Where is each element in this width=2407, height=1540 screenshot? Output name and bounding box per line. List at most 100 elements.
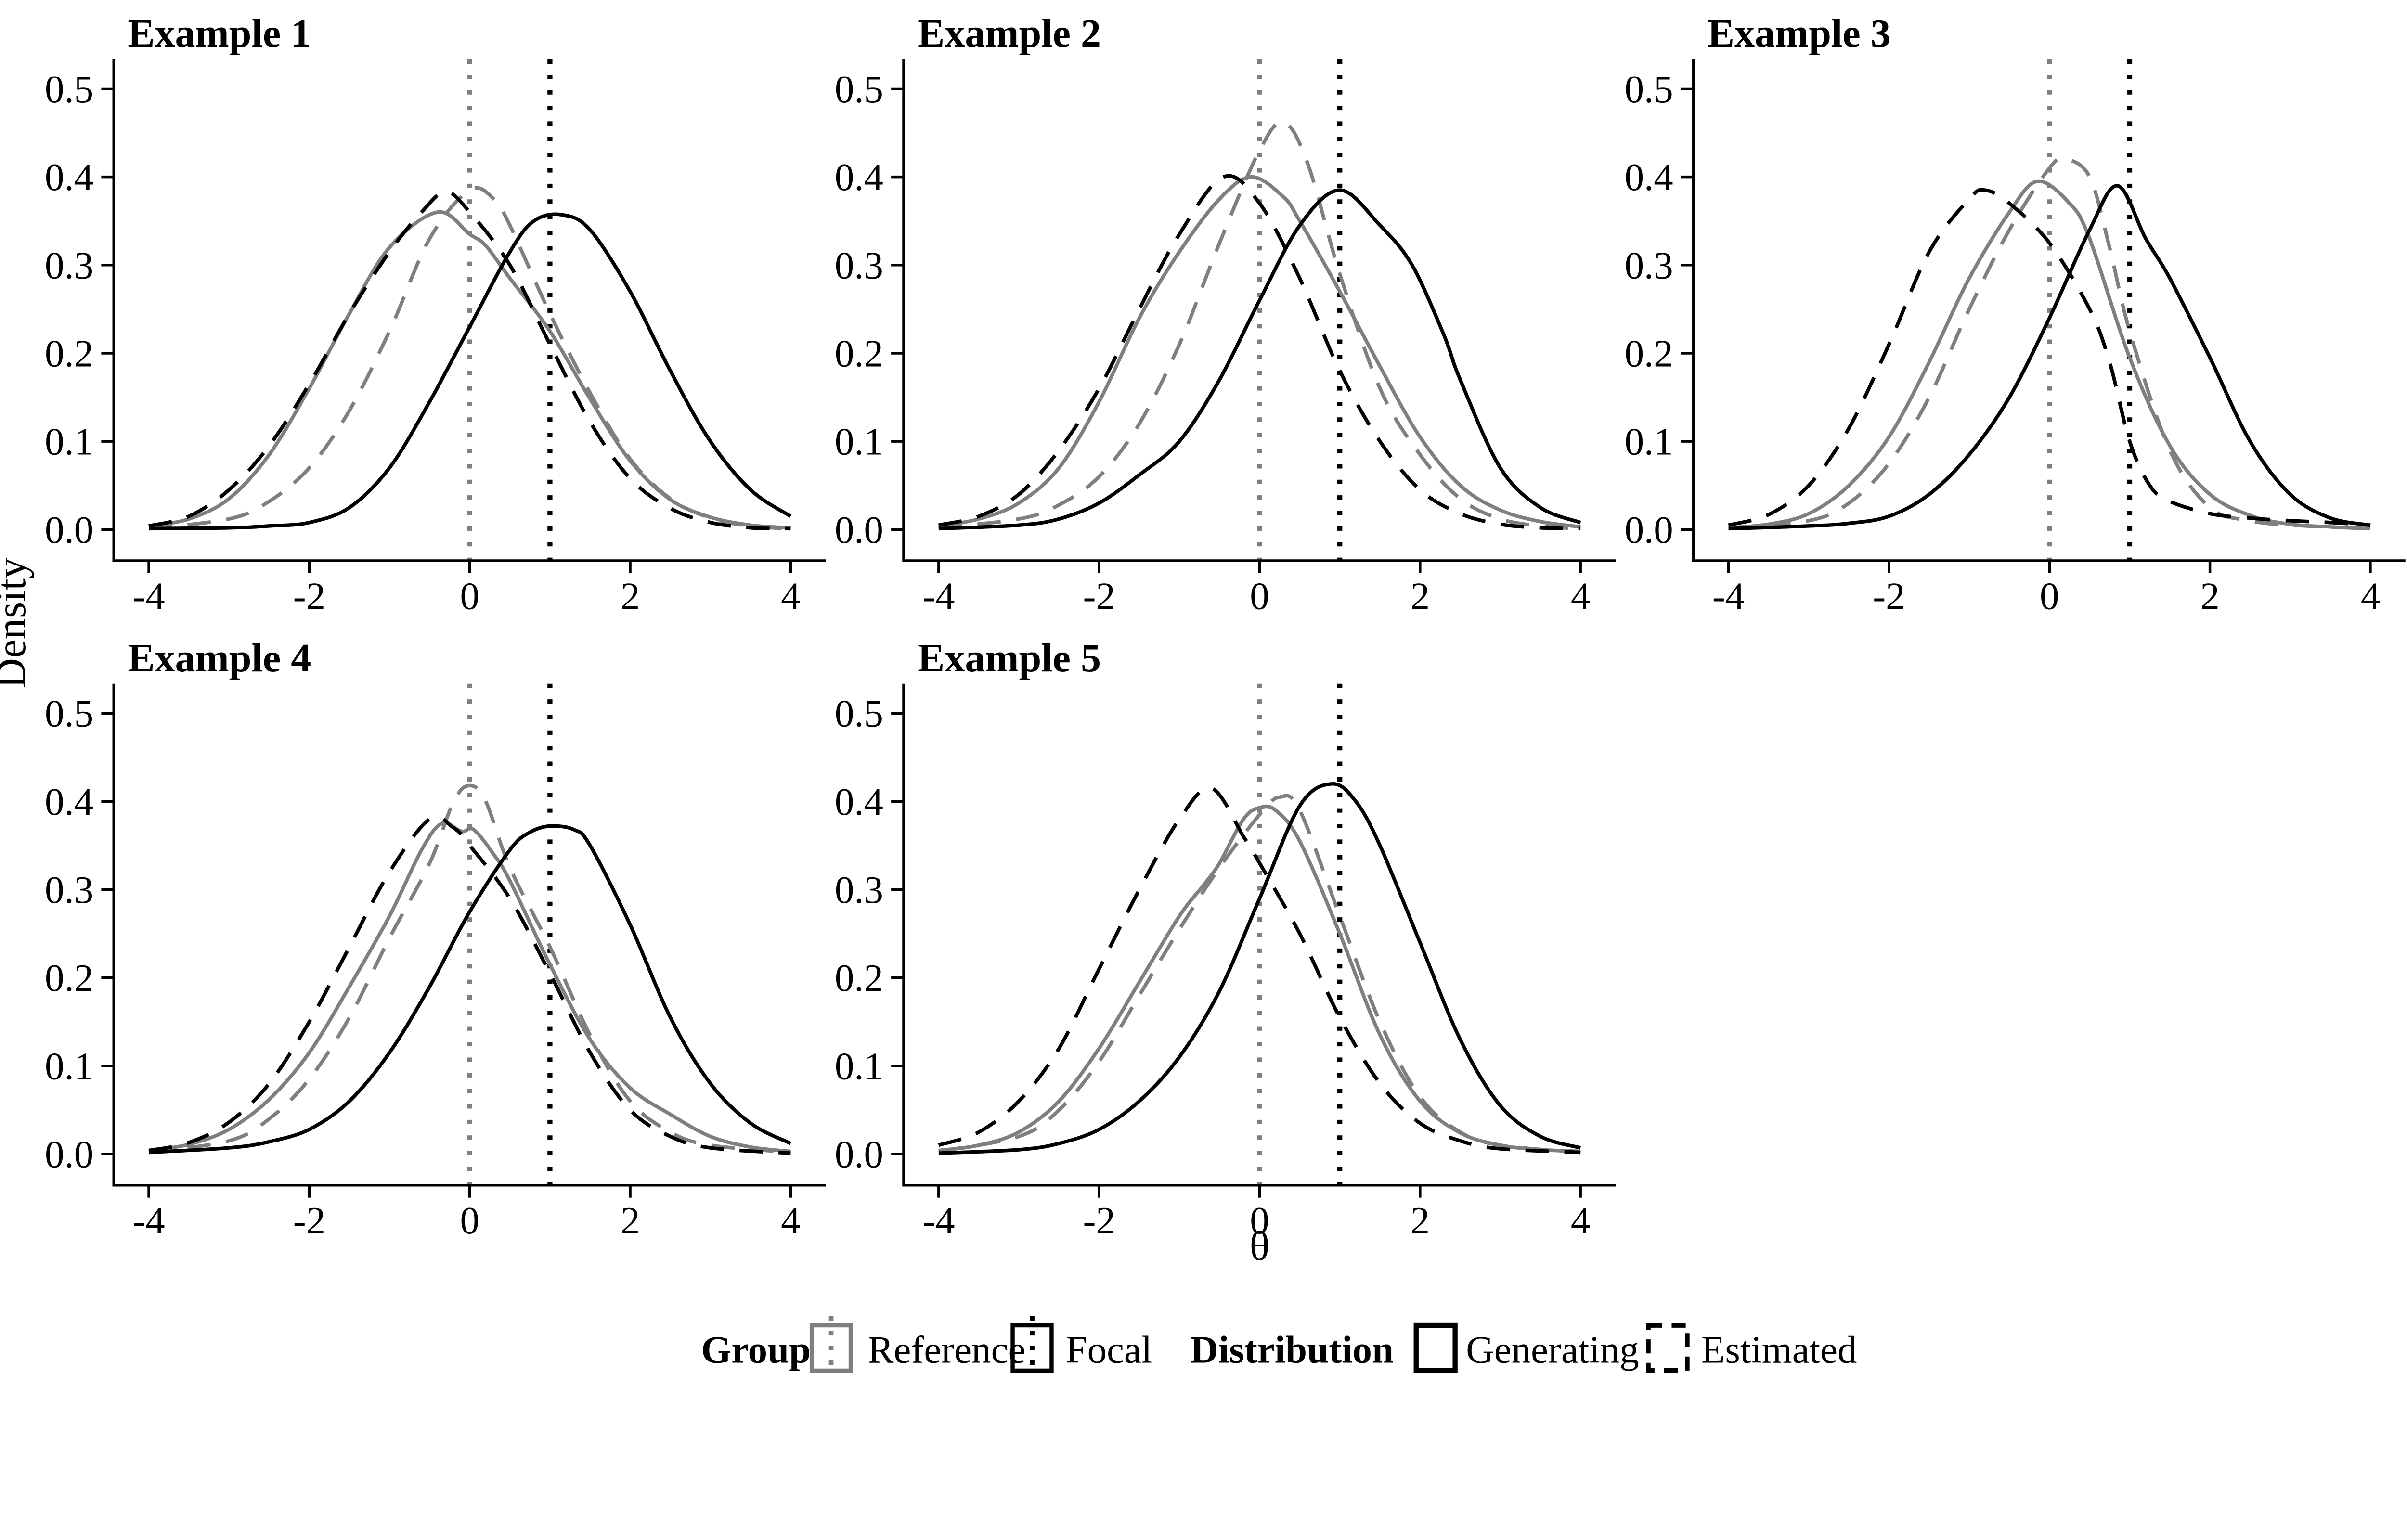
- y-tick-label: 0.2: [45, 332, 93, 375]
- legend-key-focal-icon: [1010, 1316, 1054, 1375]
- x-tick-label: -4: [132, 575, 165, 617]
- x-tick-label: 2: [1411, 1199, 1430, 1242]
- x-tick-label: 0: [1250, 1199, 1269, 1242]
- curves: [938, 120, 1581, 531]
- y-tick-label: 0.4: [1625, 156, 1673, 199]
- x-tick-label: -4: [922, 1199, 955, 1242]
- density-curve-focal-generating: [938, 782, 1581, 1155]
- x-tick-label: -2: [1083, 1199, 1115, 1242]
- density-curve-focal-generating: [148, 824, 792, 1155]
- x-tick-label: 0: [460, 1199, 479, 1242]
- panel-title: Example 4: [128, 636, 311, 680]
- y-tick-label: 0.5: [835, 68, 883, 111]
- legend-key-generating-icon: [1413, 1322, 1458, 1373]
- legend-key-estimated-icon: [1646, 1323, 1690, 1373]
- curves: [938, 782, 1581, 1155]
- x-tick-label: 4: [781, 575, 800, 617]
- x-tick-label: -2: [293, 1199, 325, 1242]
- x-tick-label: -2: [293, 575, 325, 617]
- x-tick-label: -4: [922, 575, 955, 617]
- x-tick-label: 0: [1250, 575, 1269, 617]
- panel-title: Example 2: [918, 11, 1101, 56]
- y-tick-label: 0.0: [45, 1133, 93, 1176]
- x-axis-title: θ: [1250, 1222, 1270, 1269]
- x-tick-label: 4: [781, 1199, 800, 1242]
- panel-title: Example 3: [1708, 11, 1891, 56]
- panel-title: Example 5: [918, 636, 1101, 680]
- legend-label-focal: Focal: [1066, 1329, 1152, 1372]
- density-curve-reference-estimated: [1728, 156, 2371, 531]
- y-tick-label: 0.1: [835, 421, 883, 463]
- x-tick-label: 2: [621, 1199, 640, 1242]
- x-tick-label: -4: [132, 1199, 165, 1242]
- legend-label-reference: Reference: [868, 1329, 1026, 1372]
- legend-distribution-title: Distribution: [1190, 1329, 1394, 1372]
- legend-group-title: Group: [701, 1329, 811, 1372]
- legend-key-reference-icon: [809, 1316, 853, 1375]
- density-curve-focal-generating: [938, 188, 1581, 531]
- density-curve-focal-generating: [1728, 184, 2371, 531]
- y-tick-label: 0.5: [45, 693, 93, 735]
- y-tick-label: 0.2: [835, 957, 883, 1000]
- density-curve-reference-estimated: [938, 120, 1581, 531]
- axis-lines: [112, 59, 826, 562]
- density-curve-focal-estimated: [148, 190, 791, 531]
- legend-label-generating: Generating: [1466, 1329, 1639, 1372]
- y-tick-label: 0.3: [45, 869, 93, 911]
- y-tick-label: 0.3: [835, 244, 883, 287]
- panel-2: Example 2 0.0 0.1 0.2 0.3 0.4 0.5 -4 -2 0 2 4: [835, 11, 1616, 617]
- y-tick-label: 0.1: [45, 421, 93, 463]
- density-curve-focal-estimated: [938, 786, 1581, 1155]
- x-tick-label: -2: [1083, 575, 1115, 617]
- x-tick-label: 2: [621, 575, 640, 617]
- panel-title: Example 1: [128, 11, 311, 56]
- y-tick-label: 0.4: [835, 781, 883, 823]
- density-curve-reference-generating: [148, 821, 791, 1154]
- axis-lines: [902, 59, 1616, 562]
- density-facet-figure: Example 10.00.10.20.30.40.5-4 -2 0 2 4Exampl…: [0, 11, 2406, 1375]
- panel-3: Example 3 0.0 0.1 0.2 0.3 0.4 0.5 -4 -2 0 2 4: [1625, 11, 2406, 617]
- panels: Example 10.00.10.20.30.40.5-4 -2 0 2 4Exampl…: [45, 11, 2406, 1242]
- y-tick-label: 0.3: [835, 869, 883, 911]
- y-tick-label: 0.2: [45, 957, 93, 1000]
- curves: [1728, 156, 2371, 531]
- y-tick-label: 0.4: [835, 156, 883, 199]
- y-tick-label: 0.5: [45, 68, 93, 111]
- density-curve-reference-generating: [938, 175, 1581, 529]
- y-tick-label: 0.5: [1625, 68, 1673, 111]
- density-curve-focal-estimated: [148, 815, 791, 1155]
- density-curve-reference-generating: [938, 804, 1581, 1154]
- x-tick-label: -4: [1712, 575, 1745, 617]
- y-tick-label: 0.1: [1625, 421, 1673, 463]
- y-tick-label: 0.3: [1625, 244, 1673, 287]
- y-tick-label: 0.0: [835, 509, 883, 552]
- legend-label-estimated: Estimated: [1701, 1329, 1857, 1372]
- y-tick-label: 0.4: [45, 781, 93, 823]
- density-curve-focal-estimated: [938, 174, 1581, 531]
- y-tick-label: 0.3: [45, 244, 93, 287]
- y-tick-label: 0.1: [45, 1045, 93, 1088]
- y-tick-label: 0.0: [45, 509, 93, 552]
- x-tick-label: 0: [2040, 575, 2059, 617]
- panel-5: Example 5 0.0 0.1 0.2 0.3 0.4 0.5 -4 -2 0 2 4: [835, 636, 1616, 1242]
- curves: [148, 783, 792, 1155]
- y-tick-label: 0.5: [835, 693, 883, 735]
- x-tick-label: 0: [460, 575, 479, 617]
- y-tick-label: 0.0: [1625, 509, 1673, 552]
- axis-lines: [1692, 59, 2406, 562]
- density-curve-reference-generating: [1728, 179, 2371, 531]
- panel-1: Example 1 0.0 0.1 0.2 0.3 0.4 0.5 -4 -2 0 2 4: [45, 11, 826, 617]
- y-tick-label: 0.4: [45, 156, 93, 199]
- density-curve-reference-estimated: [148, 783, 791, 1155]
- curves: [148, 186, 792, 531]
- panel-4: Example 4 0.0 0.1 0.2 0.3 0.4 0.5 -4 -2 0 2 4: [45, 636, 826, 1242]
- x-tick-label: 2: [1411, 575, 1430, 617]
- y-tick-label: 0.2: [1625, 332, 1673, 375]
- axis-lines: [112, 683, 826, 1187]
- y-tick-label: 0.2: [835, 332, 883, 375]
- legend: Group Reference Focal Distribution Gener…: [701, 1316, 1857, 1375]
- y-axis-title: Density: [0, 557, 34, 688]
- density-curve-reference-estimated: [148, 186, 791, 531]
- x-tick-label: 4: [1571, 1199, 1590, 1242]
- x-tick-label: 2: [2200, 575, 2219, 617]
